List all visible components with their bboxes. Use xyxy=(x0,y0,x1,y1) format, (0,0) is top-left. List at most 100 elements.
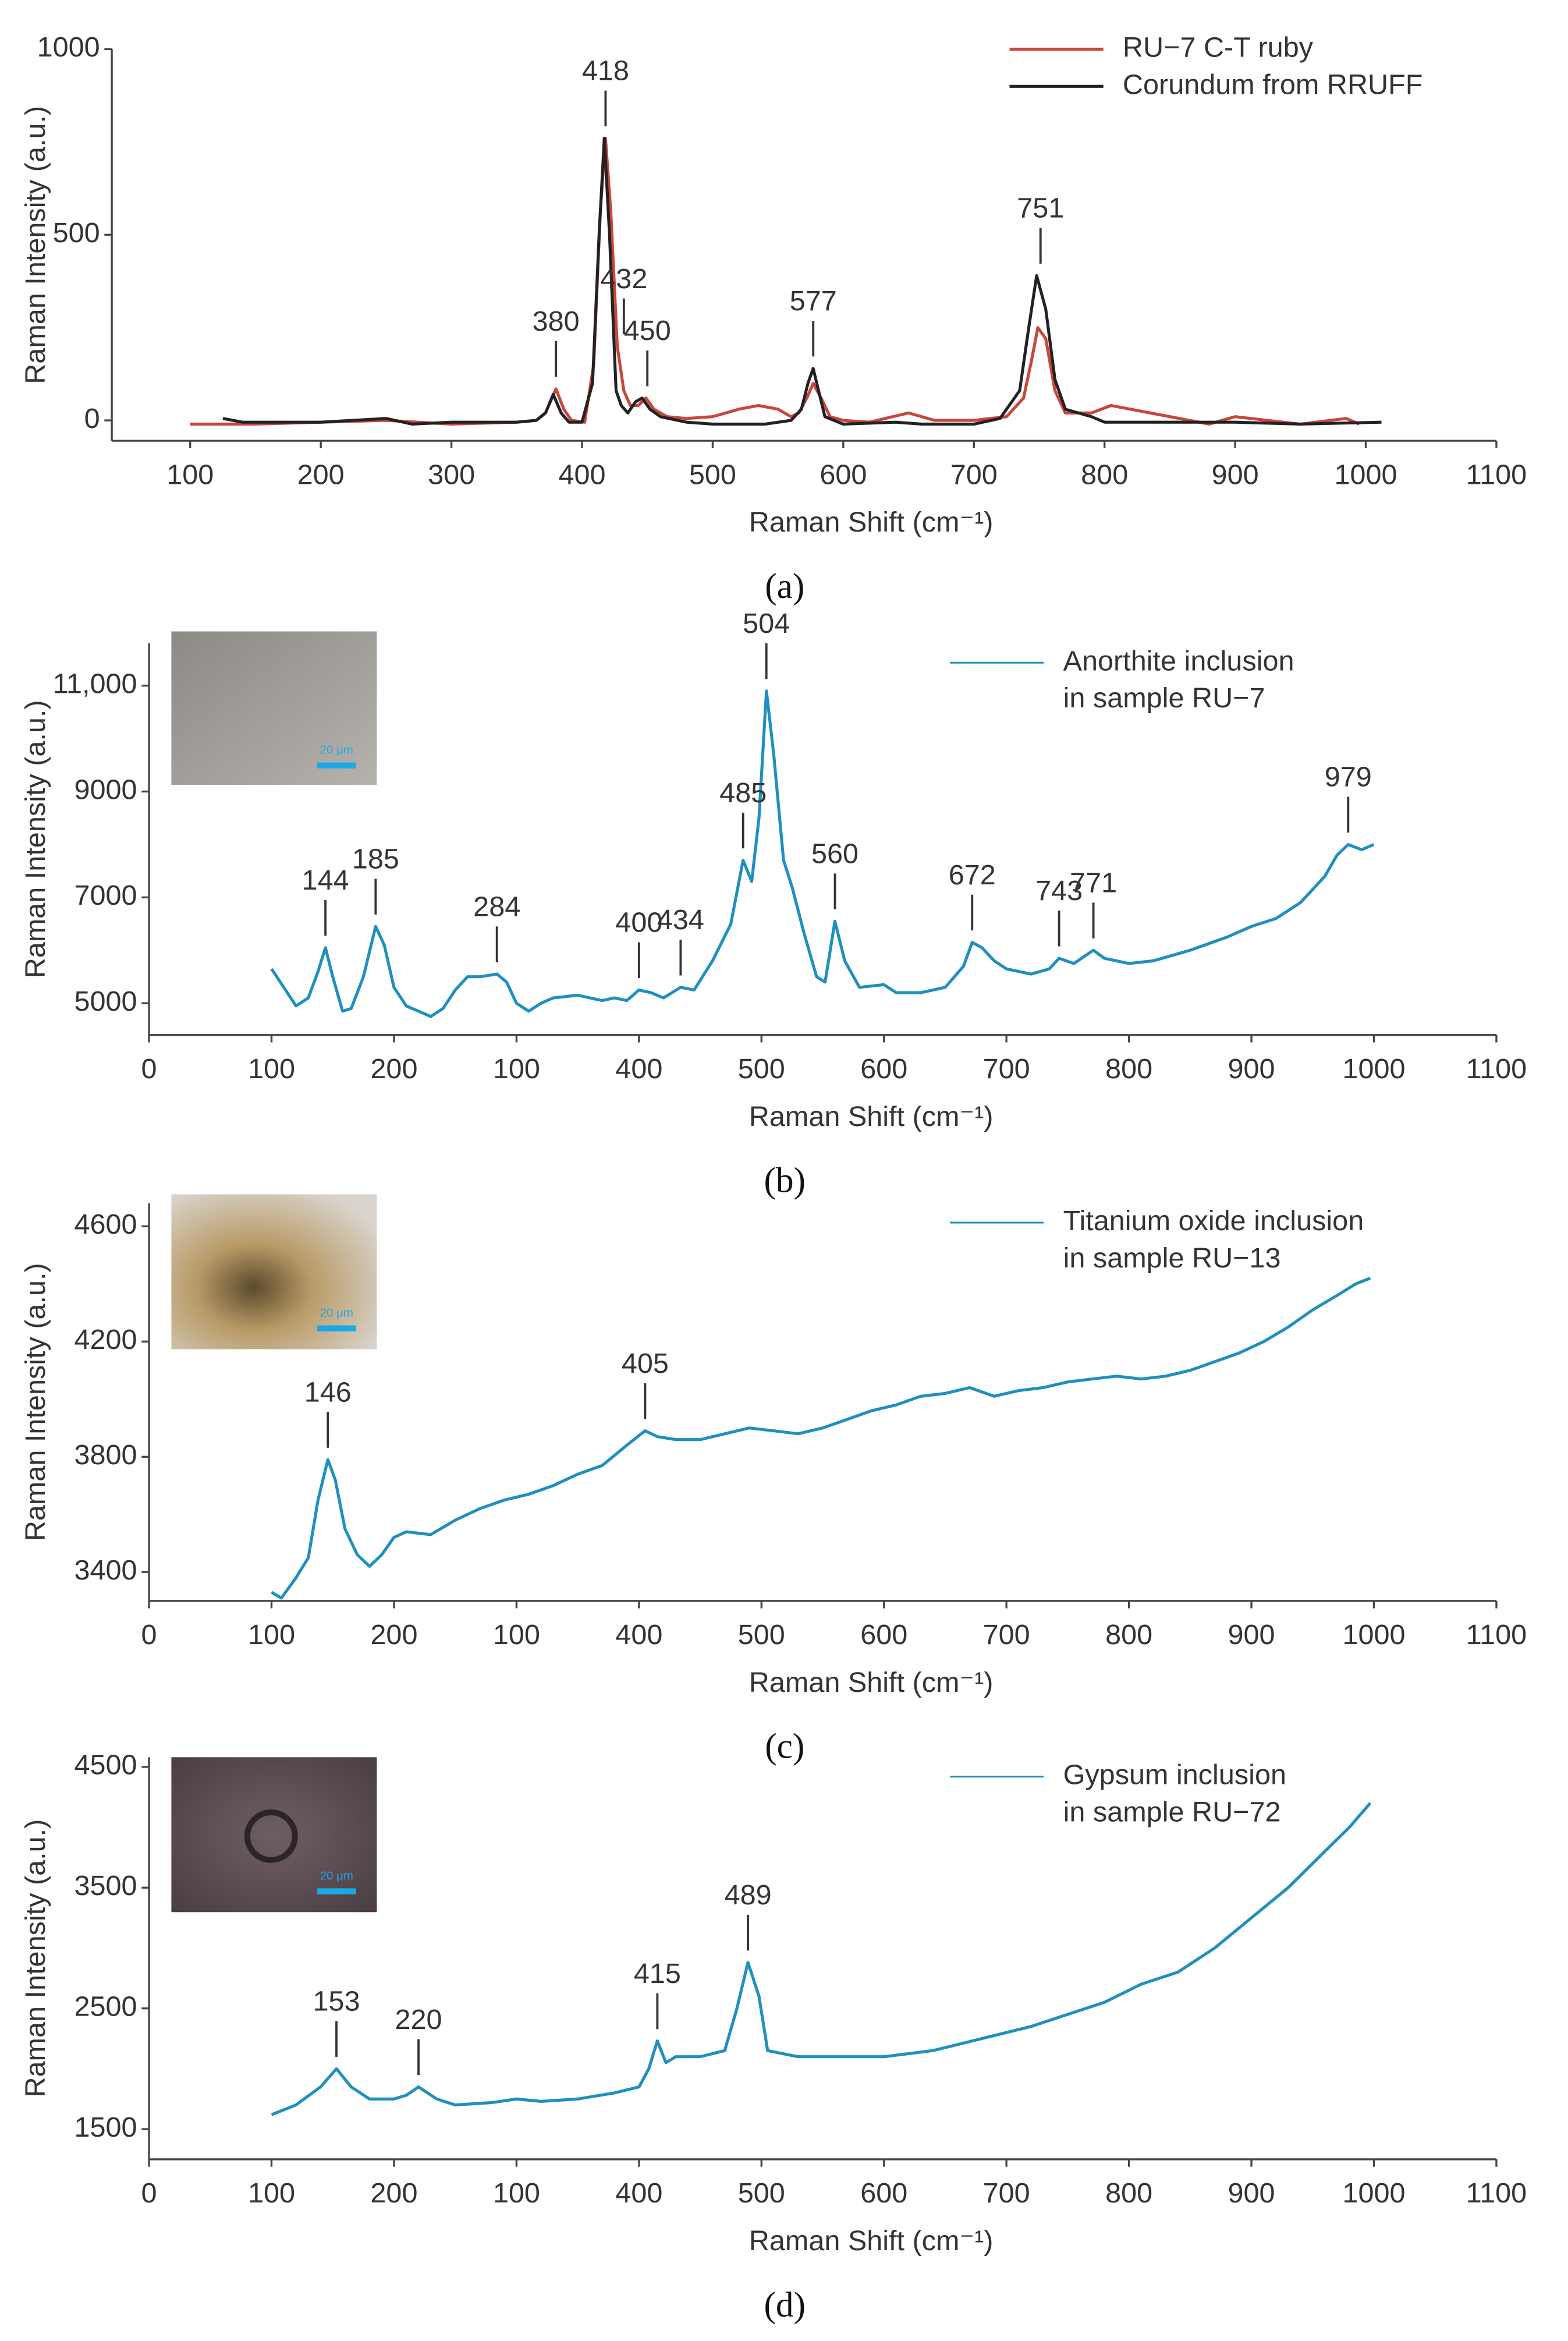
scale-bar-label: 20 μm xyxy=(320,1869,353,1882)
x-tick-label: 100 xyxy=(493,2177,540,2209)
scale-bar xyxy=(317,762,356,768)
y-tick-label: 1500 xyxy=(75,2112,137,2143)
panel: 0 100 200 100 400 500 600 700 800 900 1000 1100 5000… xyxy=(20,608,1527,1200)
x-tick-label: 100 xyxy=(248,1619,295,1651)
panel-label: (a) xyxy=(765,566,804,606)
x-tick-label: 100 xyxy=(166,459,214,490)
peak-label: 220 xyxy=(395,2004,442,2035)
peak-label: 418 xyxy=(582,55,629,87)
legend-line: in sample RU−72 xyxy=(1063,1796,1281,1828)
x-tick-label: 800 xyxy=(1105,1619,1152,1651)
scale-bar xyxy=(317,1325,356,1331)
peak-label: 185 xyxy=(352,844,399,875)
x-tick-label: 1000 xyxy=(1334,459,1397,490)
inset-photo xyxy=(171,1757,377,1913)
x-tick-label: 600 xyxy=(860,1619,907,1651)
x-tick-label: 200 xyxy=(370,2177,417,2209)
x-tick-label: 1100 xyxy=(1466,1619,1527,1651)
x-tick-label: 500 xyxy=(738,1053,785,1085)
x-tick-label: 100 xyxy=(248,1053,295,1085)
x-axis-title: Raman Shift (cm⁻¹) xyxy=(749,1101,994,1132)
panel: 100 200 300 400 500 600 700 800 900 1000 1100 0 500 1… xyxy=(20,31,1527,606)
spectrum-line xyxy=(270,689,1375,1018)
peak-label: 577 xyxy=(790,285,837,317)
peak-label: 450 xyxy=(624,315,671,346)
x-tick-label: 700 xyxy=(950,459,998,490)
x-tick-label: 400 xyxy=(615,1053,662,1085)
legend-label: Corundum from RRUFF xyxy=(1123,69,1423,100)
x-axis-title: Raman Shift (cm⁻¹) xyxy=(749,1667,994,1698)
y-tick-label: 11,000 xyxy=(53,668,137,700)
legend-line: Gypsum inclusion xyxy=(1063,1759,1286,1790)
x-tick-label: 600 xyxy=(860,1053,907,1085)
x-axis-title: Raman Shift (cm⁻¹) xyxy=(749,507,994,538)
y-axis-title: Raman Intensity (a.u.) xyxy=(20,1263,51,1541)
panel-label: (b) xyxy=(764,1161,806,1200)
x-tick-label: 1100 xyxy=(1466,1053,1527,1085)
y-tick-label: 3500 xyxy=(75,1870,137,1901)
x-tick-label: 500 xyxy=(689,459,736,490)
x-tick-label: 400 xyxy=(558,459,605,490)
y-tick-label: 2500 xyxy=(75,1991,137,2023)
peak-label: 146 xyxy=(304,1377,352,1408)
scale-bar-label: 20 μm xyxy=(320,1306,353,1319)
y-tick-label: 5000 xyxy=(75,986,137,1017)
x-tick-label: 700 xyxy=(983,1619,1030,1651)
y-tick-label: 4600 xyxy=(75,1209,137,1240)
x-tick-label: 900 xyxy=(1228,1053,1275,1085)
panel: 0 100 200 100 400 500 600 700 800 900 1000 1100 1500… xyxy=(20,1749,1527,2325)
x-tick-label: 500 xyxy=(738,2177,785,2209)
x-tick-label: 1000 xyxy=(1342,1619,1405,1651)
x-tick-label: 400 xyxy=(615,2177,662,2209)
x-tick-label: 1000 xyxy=(1342,1053,1405,1085)
x-tick-label: 400 xyxy=(615,1619,662,1651)
y-axis-title: Raman Intensity (a.u.) xyxy=(20,1819,51,2098)
panel-label: (d) xyxy=(764,2285,806,2325)
x-tick-label: 100 xyxy=(248,2177,295,2209)
inset-photo xyxy=(171,1194,377,1350)
inclusion-outline xyxy=(244,1809,298,1863)
peak-label: 751 xyxy=(1017,193,1064,224)
x-tick-label: 100 xyxy=(493,1053,540,1085)
spectrum-line xyxy=(222,136,1382,426)
y-tick-label: 7000 xyxy=(75,880,137,911)
x-tick-label: 1100 xyxy=(1466,2177,1527,2209)
peak-label: 979 xyxy=(1325,762,1372,793)
inset-photos xyxy=(171,631,377,1913)
peak-label: 504 xyxy=(743,608,790,639)
legend-line: in sample RU−13 xyxy=(1063,1242,1281,1274)
legend-line: RU−7 C-T ruby xyxy=(1123,31,1314,63)
spectrum-line xyxy=(190,136,1360,426)
legend-label: Titanium oxide inclusion in sample RU−13 xyxy=(1063,1205,1364,1274)
x-tick-label: 900 xyxy=(1228,2177,1275,2209)
x-axis-title: Raman Shift (cm⁻¹) xyxy=(749,2225,994,2257)
scale-bar-label: 20 μm xyxy=(320,743,353,757)
scale-bar xyxy=(317,1888,356,1894)
peak-label: 405 xyxy=(622,1348,669,1379)
legend-line: Anorthite inclusion xyxy=(1063,645,1294,677)
peak-label: 485 xyxy=(719,777,767,809)
x-tick-label: 900 xyxy=(1228,1619,1275,1651)
y-tick-label: 1000 xyxy=(37,31,100,63)
legend-label: Anorthite inclusion in sample RU−7 xyxy=(1063,645,1294,714)
y-tick-label: 3800 xyxy=(75,1439,137,1471)
x-tick-label: 1000 xyxy=(1342,2177,1405,2209)
x-tick-label: 700 xyxy=(983,1053,1030,1085)
y-tick-label: 500 xyxy=(53,217,100,249)
x-tick-label: 900 xyxy=(1212,459,1259,490)
peak-label: 672 xyxy=(949,859,996,891)
y-axis-title: Raman Intensity (a.u.) xyxy=(20,700,51,978)
x-tick-label: 0 xyxy=(141,2177,157,2209)
peak-label: 489 xyxy=(725,1879,772,1911)
x-tick-label: 200 xyxy=(370,1619,417,1651)
legend-line: Titanium oxide inclusion xyxy=(1063,1205,1364,1237)
y-tick-label: 4200 xyxy=(75,1324,137,1355)
spectrum-line xyxy=(271,1802,1372,2116)
peak-label: 284 xyxy=(473,891,520,922)
legend-line: in sample RU−7 xyxy=(1063,682,1265,714)
x-tick-label: 700 xyxy=(983,2177,1030,2209)
x-tick-label: 1100 xyxy=(1466,459,1527,490)
x-tick-label: 0 xyxy=(141,1053,157,1085)
y-tick-label: 3400 xyxy=(75,1554,137,1586)
spectrum-line xyxy=(271,1277,1371,1600)
